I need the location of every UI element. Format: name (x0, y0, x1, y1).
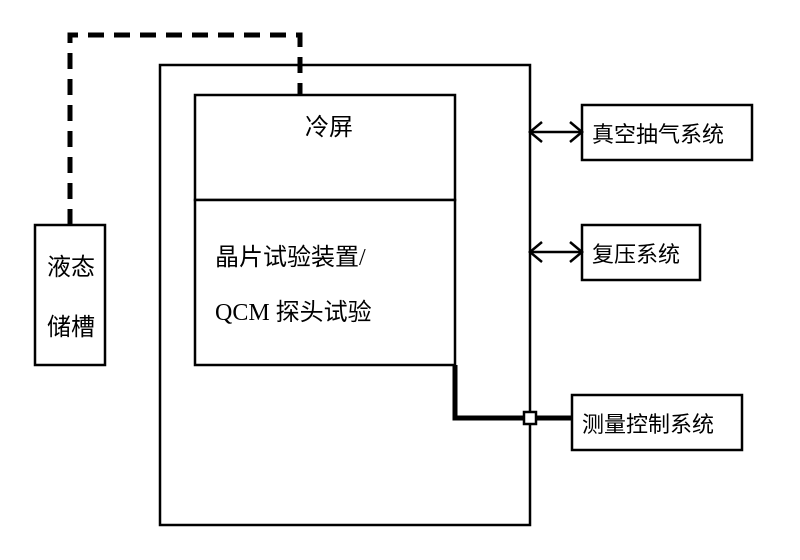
repressure-system-label: 复压系统 (592, 242, 680, 267)
cold-screen-label: 冷屏 (305, 114, 353, 141)
vacuum-system-label: 真空抽气系统 (592, 122, 724, 147)
liquid-tank-label-1: 液态 (47, 254, 95, 281)
wafer-qcm-label-1: 晶片试验装置/ (215, 244, 366, 271)
liquid-tank-label-2: 储槽 (47, 314, 95, 341)
liquid-tank-box (35, 225, 105, 365)
measurement-system-label: 测量控制系统 (582, 412, 714, 437)
double-arrow-repressure (530, 242, 582, 262)
wafer-qcm-box (195, 200, 455, 365)
junction-box (524, 412, 536, 424)
double-arrow-vacuum (530, 122, 582, 142)
cold-screen-box (195, 95, 455, 200)
wafer-qcm-label-2: QCM 探头试验 (215, 299, 372, 326)
